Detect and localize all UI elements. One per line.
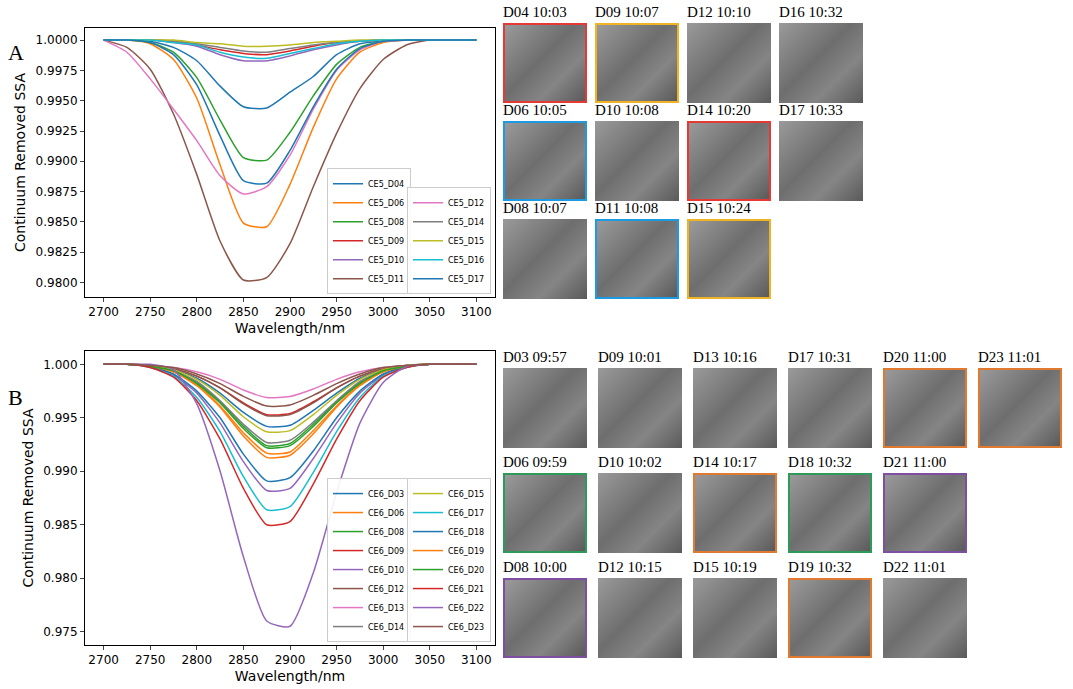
svg-text:3100: 3100 [461,653,492,667]
html-text:D08 10:07: D08 10:07 [503,200,567,216]
html-text:D23 11:01: D23 11:01 [978,349,1042,365]
html-text:D14 10:20: D14 10:20 [687,102,751,118]
svg-text:Wavelength/nm: Wavelength/nm [235,668,345,684]
svg-text:CE6_D22: CE6_D22 [448,604,484,613]
svg-text:CE6_D14: CE6_D14 [368,623,404,632]
svg-text:CE6_D10: CE6_D10 [368,566,404,575]
html-text:D12 10:15: D12 10:15 [598,559,662,575]
html-text:D10 10:08: D10 10:08 [595,102,659,118]
html-text:D21 11:00: D21 11:00 [883,454,947,470]
svg-text:CE6_D08: CE6_D08 [368,528,404,537]
svg-text:CE6_D17: CE6_D17 [448,509,484,518]
html-text:D12 10:10: D12 10:10 [687,4,751,20]
svg-text:0.975: 0.975 [43,625,77,639]
svg-text:Continuum Removed SSA: Continuum Removed SSA [12,73,28,252]
svg-text:2850: 2850 [228,653,259,667]
svg-text:CE5_D14: CE5_D14 [448,218,484,227]
html-text:D22 11:01: D22 11:01 [883,559,947,575]
svg-text:0.9900: 0.9900 [36,154,78,168]
svg-text:CE5_D09: CE5_D09 [368,237,404,246]
html-text:D10 10:02: D10 10:02 [598,454,662,470]
svg-text:CE5_D06: CE5_D06 [368,199,404,208]
html-text:D14 10:17: D14 10:17 [693,454,757,470]
svg-text:2900: 2900 [275,305,306,319]
svg-text:CE6_D18: CE6_D18 [448,528,484,537]
svg-text:CE5_D16: CE5_D16 [448,256,484,265]
html-text:D08 10:00: D08 10:00 [503,559,567,575]
svg-text:2750: 2750 [135,653,166,667]
svg-text:2850: 2850 [228,305,259,319]
svg-text:1.0000: 1.0000 [36,33,78,47]
svg-text:CE5_D08: CE5_D08 [368,218,404,227]
html-text:D15 10:19: D15 10:19 [693,559,757,575]
svg-text:0.9925: 0.9925 [36,124,78,138]
svg-text:0.990: 0.990 [43,464,77,478]
svg-text:2950: 2950 [321,305,352,319]
html-text:D09 10:01: D09 10:01 [598,349,662,365]
svg-text:0.9850: 0.9850 [36,215,78,229]
svg-text:0.995: 0.995 [43,411,77,425]
html-text:D15 10:24: D15 10:24 [687,200,751,216]
svg-text:CE6_D19: CE6_D19 [448,547,484,556]
svg-text:Wavelength/nm: Wavelength/nm [235,320,345,336]
html-text:A: A [8,40,24,65]
svg-text:0.985: 0.985 [43,518,77,532]
svg-text:3100: 3100 [461,305,492,319]
svg-text:2800: 2800 [182,305,213,319]
html-text:D17 10:33: D17 10:33 [779,102,843,118]
svg-text:CE5_D10: CE5_D10 [368,256,404,265]
svg-text:CE6_D23: CE6_D23 [448,623,484,632]
html-text:D04 10:03: D04 10:03 [503,4,567,20]
svg-text:CE6_D06: CE6_D06 [368,509,404,518]
html-text:D03 09:57: D03 09:57 [503,349,567,365]
html-text:D11 10:08: D11 10:08 [595,200,659,216]
svg-text:0.9825: 0.9825 [36,245,78,259]
svg-text:0.9975: 0.9975 [36,64,78,78]
svg-text:CE5_D15: CE5_D15 [448,237,484,246]
svg-text:CE5_D17: CE5_D17 [448,275,484,284]
html-text:D17 10:31: D17 10:31 [788,349,852,365]
svg-text:2800: 2800 [182,653,213,667]
svg-text:Continuum Removed SSA: Continuum Removed SSA [20,408,36,587]
svg-text:2700: 2700 [88,305,119,319]
html-text:D06 09:59: D06 09:59 [503,454,567,470]
svg-text:0.9800: 0.9800 [36,276,78,290]
svg-text:0.980: 0.980 [43,571,77,585]
svg-text:0.9875: 0.9875 [36,185,78,199]
svg-text:CE6_D12: CE6_D12 [368,585,404,594]
svg-text:0.9950: 0.9950 [36,94,78,108]
svg-text:CE6_D03: CE6_D03 [368,490,404,499]
svg-text:CE6_D21: CE6_D21 [448,585,484,594]
svg-text:3050: 3050 [414,653,445,667]
html-text:D06 10:05: D06 10:05 [503,102,567,118]
svg-text:2750: 2750 [135,305,166,319]
html-text:D20 11:00: D20 11:00 [883,349,947,365]
svg-text:CE5_D12: CE5_D12 [448,199,484,208]
svg-text:CE6_D20: CE6_D20 [448,566,484,575]
svg-text:2950: 2950 [321,653,352,667]
svg-text:CE6_D13: CE6_D13 [368,604,404,613]
svg-text:CE5_D04: CE5_D04 [368,180,404,189]
svg-text:2700: 2700 [88,653,119,667]
svg-text:2900: 2900 [275,653,306,667]
html-text:D16 10:32: D16 10:32 [779,4,843,20]
html-text:D18 10:32: D18 10:32 [788,454,852,470]
svg-text:CE6_D09: CE6_D09 [368,547,404,556]
html-text:D09 10:07: D09 10:07 [595,4,659,20]
html-text:B: B [8,385,23,410]
svg-text:1.000: 1.000 [43,358,77,372]
html-text:D19 10:32: D19 10:32 [788,559,852,575]
html-text:D13 10:16: D13 10:16 [693,349,757,365]
svg-text:3000: 3000 [368,305,399,319]
svg-text:3050: 3050 [414,305,445,319]
svg-text:CE5_D11: CE5_D11 [368,275,404,284]
svg-text:3000: 3000 [368,653,399,667]
svg-text:CE6_D15: CE6_D15 [448,490,484,499]
